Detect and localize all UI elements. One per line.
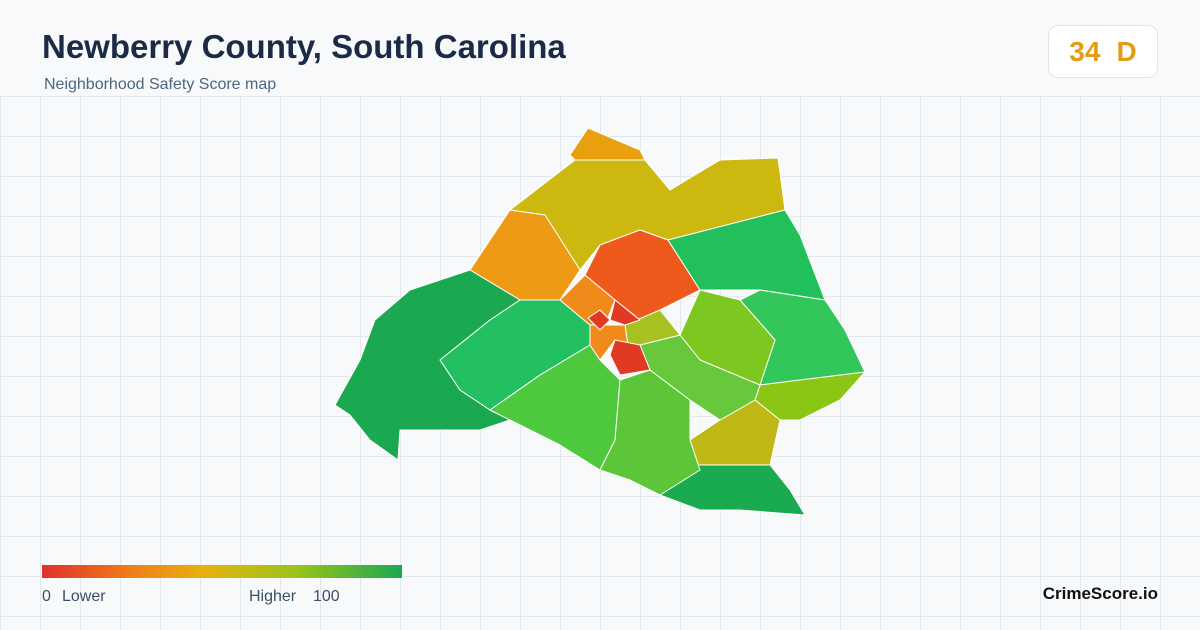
legend-min-label: Lower bbox=[62, 588, 106, 605]
subtitle: Neighborhood Safety Score map bbox=[44, 76, 277, 93]
score-badge: 34 D bbox=[1048, 25, 1158, 78]
legend-gradient bbox=[42, 565, 402, 578]
legend-max-label: Higher bbox=[249, 588, 297, 605]
neighborhood bbox=[659, 464, 806, 516]
title: Newberry County, South Carolina bbox=[42, 28, 566, 65]
score-value: 34 bbox=[1069, 35, 1101, 67]
neighborhood bbox=[639, 334, 761, 421]
score-grade: D bbox=[1116, 35, 1137, 67]
neighborhood bbox=[609, 339, 651, 376]
neighborhood bbox=[609, 299, 641, 326]
neighborhood bbox=[587, 309, 611, 331]
neighborhood bbox=[569, 127, 646, 161]
legend-min: 0 bbox=[42, 588, 51, 605]
brand: CrimeScore.io bbox=[1042, 584, 1158, 603]
legend-max: 100 bbox=[313, 588, 340, 605]
